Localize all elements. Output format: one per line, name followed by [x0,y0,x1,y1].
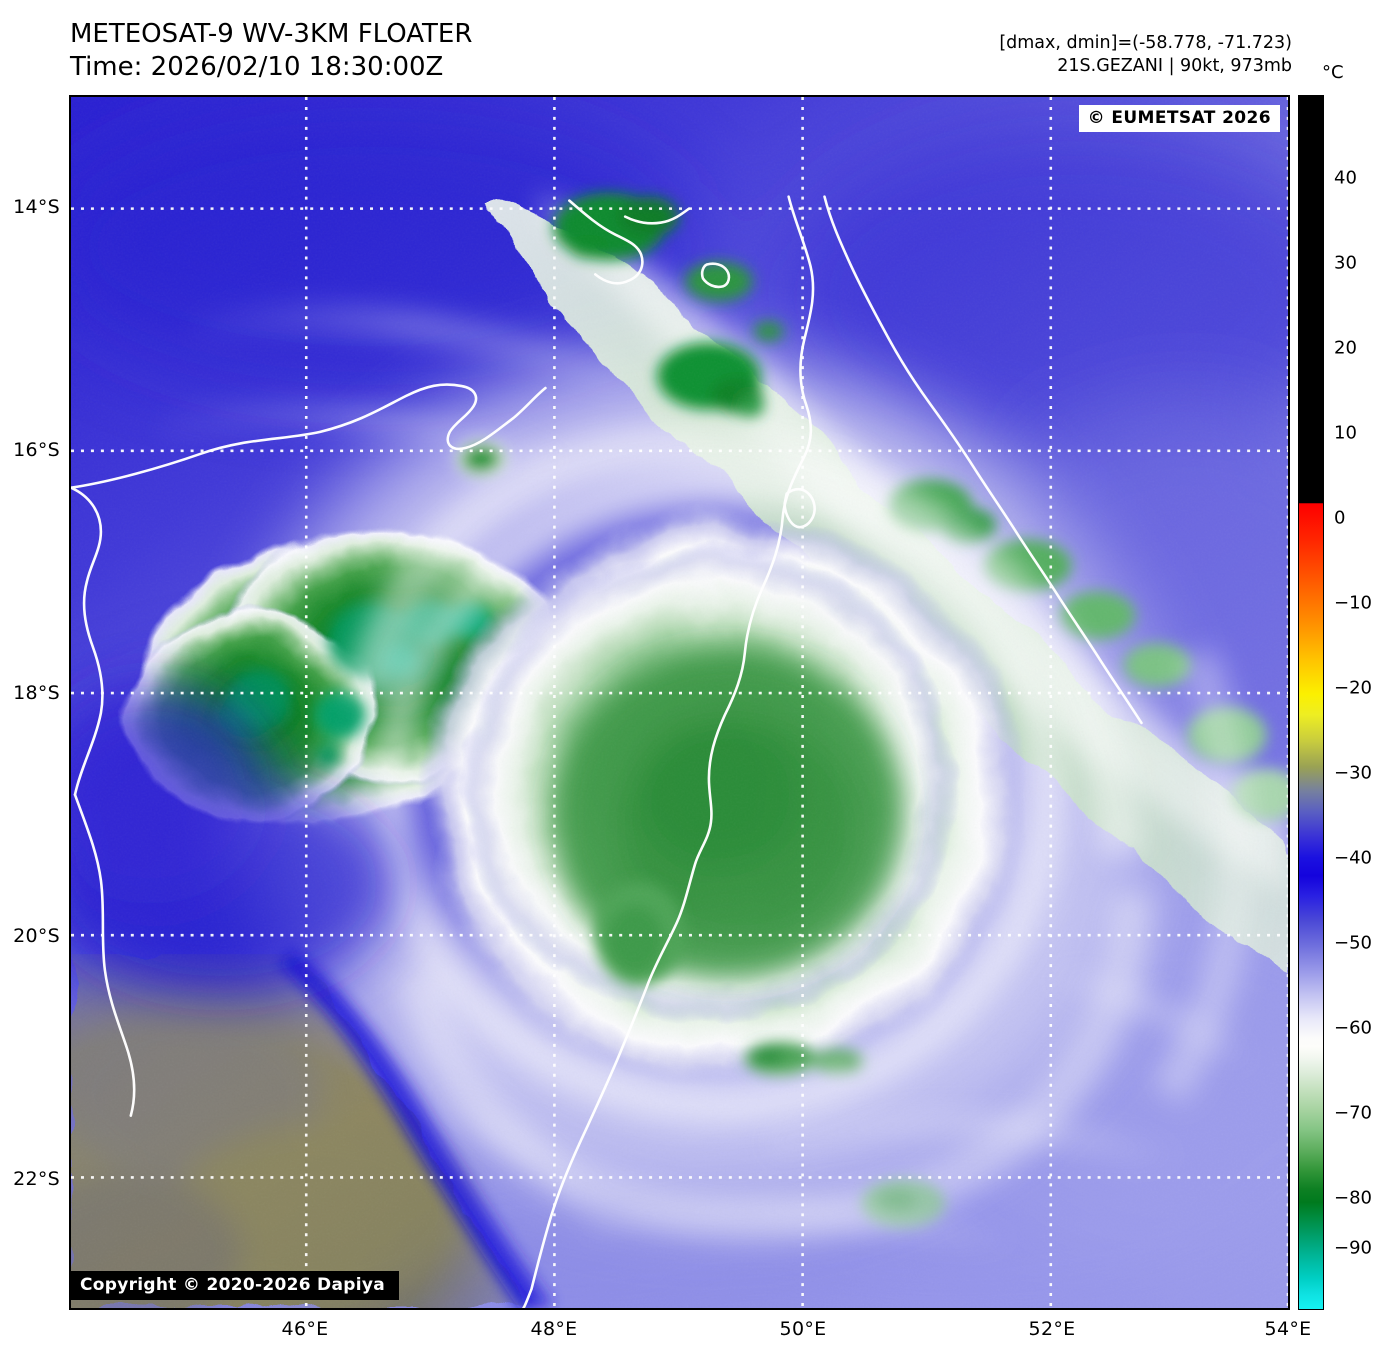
colorbar-tick-m60: −60 [1334,1017,1372,1039]
xtick-label-52E: 52°E [1028,1318,1076,1340]
colorbar-tick-0: 0 [1334,507,1346,529]
colorbar-tick-m10: −10 [1334,592,1372,614]
temperature-colorbar[interactable] [1298,95,1324,1310]
ytick-label-14S: 14°S [13,196,60,218]
ytick-label-20S: 20°S [13,925,60,947]
colorbar-tick-40: 40 [1334,167,1357,189]
ytick-label-18S: 18°S [13,682,60,704]
xtick-label-54E: 54°E [1264,1318,1312,1340]
colorbar-tick-m30: −30 [1334,762,1372,784]
xtick-label-48E: 48°E [530,1318,578,1340]
ytick-label-16S: 16°S [13,439,60,461]
colorbar-unit-label: °C [1322,62,1344,83]
xtick-label-50E: 50°E [779,1318,827,1340]
xtick-label-46E: 46°E [281,1318,329,1340]
colorbar-tick-m80: −80 [1334,1187,1372,1209]
colorbar-tick-20: 20 [1334,337,1357,359]
eumetsat-copyright-badge: © EUMETSAT 2026 [1078,105,1280,132]
timestamp-label: Time: 2026/02/10 18:30:00Z [70,52,444,83]
colorbar-tick-10: 10 [1334,422,1357,444]
satellite-imagery-canvas [71,97,1288,1308]
colorbar-tick-m70: −70 [1334,1102,1372,1124]
colorbar-tick-m20: −20 [1334,677,1372,699]
dmax-dmin-label: [dmax, dmin]=(-58.778, -71.723) [999,33,1292,53]
ytick-label-22S: 22°S [13,1168,60,1190]
header-title-block: METEOSAT-9 WV-3KM FLOATER Time: 2026/02/… [70,18,472,85]
graticule [71,97,1288,1308]
storm-info-label: 21S.GEZANI | 90kt, 973mb [1057,55,1292,76]
dapiya-copyright-badge: Copyright © 2020-2026 Dapiya [71,1271,399,1300]
header-meta-block: [dmax, dmin]=(-58.778, -71.723) 21S.GEZA… [999,32,1292,78]
colorbar-tick-m50: −50 [1334,932,1372,954]
colorbar-tick-m90: −90 [1334,1237,1372,1259]
colorbar-tick-30: 30 [1334,252,1357,274]
colorbar-tick-m40: −40 [1334,847,1372,869]
coastline-overlay [71,195,1143,1308]
satellite-image-plot[interactable]: © EUMETSAT 2026 Copyright © 2020-2026 Da… [69,95,1290,1310]
page-title: METEOSAT-9 WV-3KM FLOATER [70,19,473,49]
